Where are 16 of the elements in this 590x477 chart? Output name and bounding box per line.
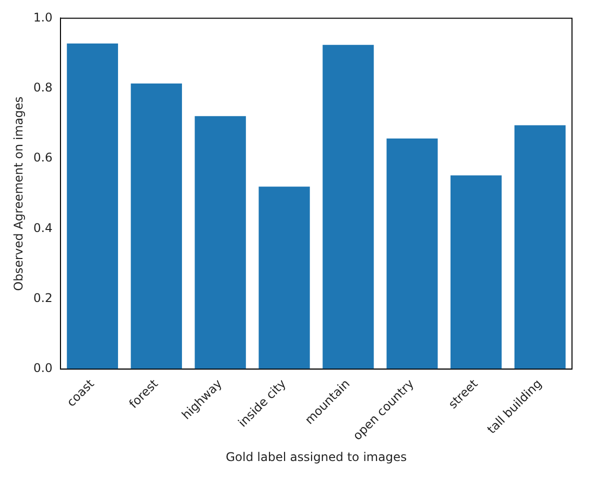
bar [66,43,118,370]
y-tick-label: 1.0 [33,10,52,24]
x-axis-title: Gold label assigned to images [226,450,407,464]
bar [258,186,310,370]
bar [194,116,246,370]
y-tick-label: 0.8 [33,80,52,95]
y-tick-label: 0.2 [33,291,52,306]
y-tick-label: 0.0 [33,361,52,376]
y-axis-title: Observed Agreement on images [11,96,26,291]
y-tick-label: 0.6 [33,150,52,165]
bar [450,175,502,370]
y-tick-label: 0.4 [33,220,52,235]
bar [322,44,374,370]
bar [130,83,182,370]
bar [386,138,438,370]
bar [514,125,566,370]
